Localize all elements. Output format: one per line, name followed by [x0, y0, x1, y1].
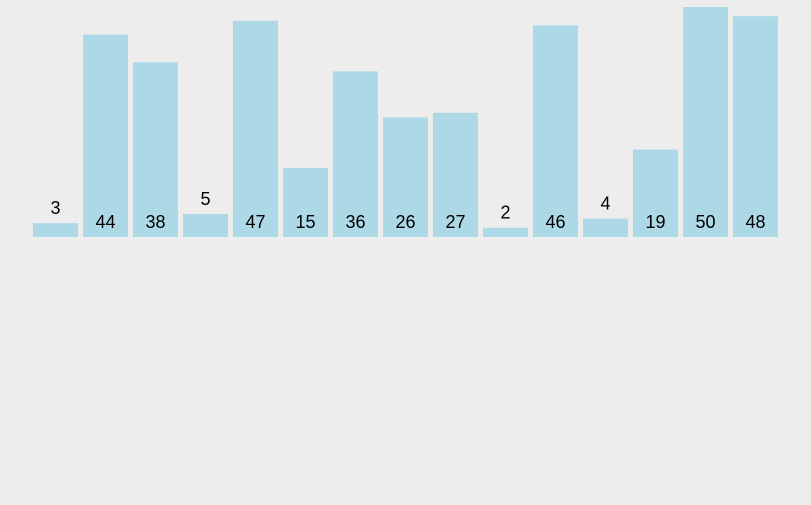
- bar-value-label: 47: [245, 212, 265, 232]
- bar: [333, 71, 378, 238]
- bar: [33, 223, 78, 237]
- bar: [683, 7, 728, 237]
- bar-value-label: 3: [50, 198, 60, 218]
- bar: [533, 25, 578, 238]
- bar: [733, 16, 778, 238]
- bar: [633, 149, 678, 237]
- bar-value-label: 50: [695, 212, 715, 232]
- bar: [383, 117, 428, 237]
- bar-value-label: 4: [600, 193, 610, 213]
- bar: [433, 112, 478, 237]
- bar-value-label: 48: [745, 212, 765, 232]
- bar: [283, 168, 328, 237]
- bar-value-label: 19: [645, 212, 665, 232]
- bar-value-label: 15: [295, 212, 315, 232]
- bar: [183, 214, 228, 237]
- bar: [233, 20, 278, 237]
- bar-value-label: 27: [445, 212, 465, 232]
- bar-value-label: 36: [345, 212, 365, 232]
- bar-value-label: 38: [145, 212, 165, 232]
- bar-value-label: 44: [95, 212, 115, 232]
- bar-value-label: 5: [200, 189, 210, 209]
- bar: [83, 34, 128, 237]
- bar-value-label: 46: [545, 212, 565, 232]
- bar: [583, 218, 628, 237]
- bar-value-label: 2: [500, 203, 510, 223]
- bar-value-label: 26: [395, 212, 415, 232]
- bar: [133, 62, 178, 238]
- bar: [483, 227, 528, 237]
